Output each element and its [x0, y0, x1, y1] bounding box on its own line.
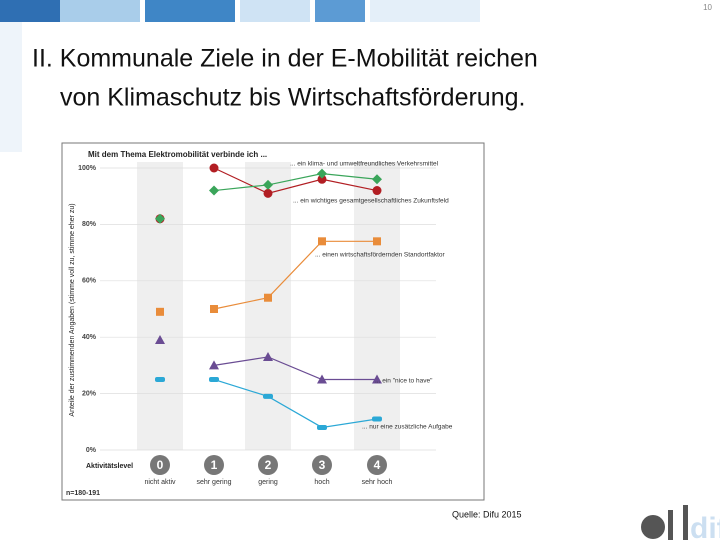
series-label: ... ein klima- und umweltfreundliches Ve…	[290, 161, 439, 168]
marker	[317, 174, 327, 184]
slide-title: II. Kommunale Ziele in der E-Mobilität r…	[32, 45, 538, 73]
marker	[317, 168, 327, 179]
level-number: 2	[265, 458, 272, 472]
marker	[263, 393, 273, 399]
marker	[263, 351, 273, 361]
marker	[372, 416, 382, 422]
marker	[209, 377, 219, 382]
header-stripes	[0, 0, 480, 152]
level-number: 0	[157, 458, 164, 472]
y-axis-label: Anteile der zustimmenden Angaben (stimme…	[69, 203, 76, 416]
y-tick-label: 0%	[86, 447, 97, 454]
level-band	[137, 162, 183, 450]
x-tick-label: hoch	[314, 479, 329, 486]
source: Quelle: Difu 2015	[452, 509, 522, 519]
level-circle	[258, 455, 278, 475]
marker	[317, 374, 327, 384]
marker	[372, 374, 382, 384]
series-label: ... ein wichtiges gesamtgesellschaftlich…	[293, 198, 449, 205]
series-label: ... einen wirtschaftsfördernden Standort…	[315, 252, 446, 259]
y-tick-label: 80%	[82, 221, 97, 228]
level-number: 1	[211, 458, 218, 472]
series-line	[213, 173, 378, 192]
y-tick-label: 20%	[82, 390, 97, 397]
marker	[156, 307, 164, 316]
marker	[155, 213, 165, 224]
marker	[155, 377, 165, 382]
marker	[263, 188, 273, 198]
chart: Mit dem Thema Elektromobilität verbinde …	[66, 150, 453, 497]
level-number: 3	[319, 458, 326, 472]
x-tick-label: sehr gering	[196, 479, 231, 486]
x-tick-label: nicht aktiv	[144, 479, 176, 486]
marker	[373, 237, 381, 246]
level-number: 4	[374, 458, 381, 472]
page-number: 10	[703, 3, 712, 12]
level-band	[354, 162, 400, 450]
marker	[155, 335, 165, 345]
marker	[210, 305, 218, 313]
marker	[209, 360, 219, 370]
chart-title: Mit dem Thema Elektromobilität verbinde …	[88, 150, 267, 159]
logo-text: difu	[690, 512, 720, 540]
level-circle	[312, 455, 332, 475]
y-tick-label: 100%	[78, 165, 97, 172]
marker	[372, 186, 382, 196]
x-axis-label: Aktivitätslevel	[86, 463, 133, 470]
series-label: ... ein "nice to have"	[375, 378, 433, 385]
marker	[372, 174, 382, 185]
y-tick-label: 60%	[82, 278, 97, 285]
marker	[318, 237, 326, 246]
level-band	[245, 162, 291, 450]
note: n=180-191	[66, 490, 100, 497]
x-tick-label: gering	[258, 479, 278, 486]
level-circle	[150, 455, 170, 475]
level-circle	[204, 455, 224, 475]
x-tick-label: sehr hoch	[362, 479, 393, 486]
marker	[209, 185, 219, 196]
marker	[263, 179, 273, 190]
marker	[209, 163, 219, 173]
y-tick-label: 40%	[82, 334, 97, 341]
series-line	[213, 240, 377, 310]
series-line	[213, 167, 378, 195]
slide-title: von Klimaschutz bis Wirtschaftsförderung…	[60, 84, 525, 112]
marker	[264, 293, 272, 302]
series-line	[213, 356, 377, 381]
level-circle	[367, 455, 387, 475]
marker	[317, 424, 327, 430]
series-line	[213, 378, 378, 429]
logo: difu	[641, 505, 720, 540]
series-label: ... nur eine zusätzliche Aufgabe	[362, 424, 453, 431]
